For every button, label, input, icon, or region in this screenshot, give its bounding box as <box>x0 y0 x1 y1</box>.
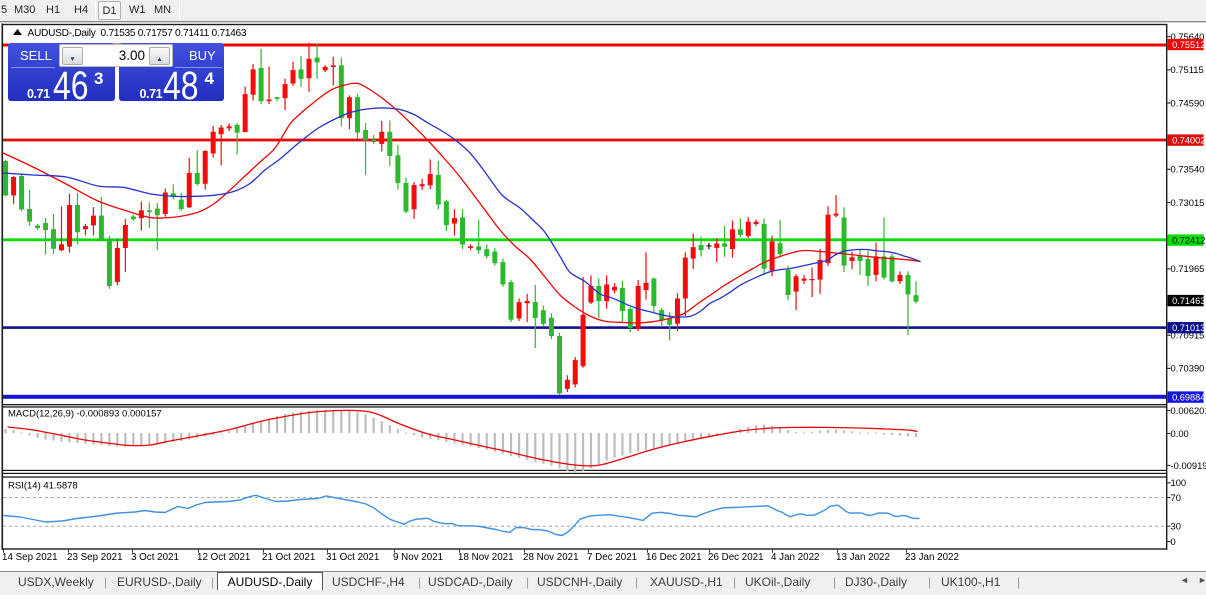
svg-text:-0.00919: -0.00919 <box>1171 460 1206 471</box>
svg-text:0.74590: 0.74590 <box>1171 97 1205 108</box>
svg-text:0.71463: 0.71463 <box>1172 296 1205 306</box>
svg-text:13 Jan 2022: 13 Jan 2022 <box>836 552 890 563</box>
svg-text:0.71965: 0.71965 <box>1171 263 1205 274</box>
svg-text:21 Oct 2021: 21 Oct 2021 <box>262 552 315 563</box>
svg-text:100: 100 <box>1171 477 1187 488</box>
svg-text:16 Dec 2021: 16 Dec 2021 <box>646 552 702 563</box>
svg-text:4 Jan 2022: 4 Jan 2022 <box>771 552 819 563</box>
svg-text:28 Nov 2021: 28 Nov 2021 <box>523 552 579 563</box>
svg-text:23 Jan 2022: 23 Jan 2022 <box>905 552 959 563</box>
svg-text:0.75115: 0.75115 <box>1171 64 1204 75</box>
svg-text:0.73540: 0.73540 <box>1171 164 1205 175</box>
svg-text:14 Sep 2021: 14 Sep 2021 <box>2 552 58 563</box>
svg-text:AUDUSD-,Daily 0.71535 0.71757: AUDUSD-,Daily 0.71535 0.71757 0.71411 0.… <box>28 28 247 39</box>
svg-text:0.75512: 0.75512 <box>1172 40 1205 50</box>
svg-text:23 Sep 2021: 23 Sep 2021 <box>67 552 123 563</box>
svg-text:70: 70 <box>1171 492 1181 503</box>
svg-text:0: 0 <box>1171 536 1176 547</box>
svg-text:0.72412: 0.72412 <box>1172 235 1205 245</box>
svg-text:12 Oct 2021: 12 Oct 2021 <box>197 552 250 563</box>
svg-text:0.70390: 0.70390 <box>1171 363 1205 374</box>
svg-text:7 Dec 2021: 7 Dec 2021 <box>587 552 637 563</box>
svg-text:0.71013: 0.71013 <box>1172 323 1205 333</box>
svg-text:26 Dec 2021: 26 Dec 2021 <box>708 552 764 563</box>
svg-text:31 Oct 2021: 31 Oct 2021 <box>326 552 379 563</box>
svg-text:3 Oct 2021: 3 Oct 2021 <box>131 552 179 563</box>
svg-text:30: 30 <box>1171 521 1181 532</box>
svg-text:9 Nov 2021: 9 Nov 2021 <box>393 552 443 563</box>
svg-text:0.69884: 0.69884 <box>1172 392 1205 402</box>
svg-text:0.74002: 0.74002 <box>1172 135 1205 145</box>
svg-text:0.006201: 0.006201 <box>1171 405 1206 416</box>
svg-text:MACD(12,26,9) -0.000893 0.0001: MACD(12,26,9) -0.000893 0.000157 <box>8 409 162 420</box>
svg-text:0.00: 0.00 <box>1171 428 1189 439</box>
svg-text:0.73015: 0.73015 <box>1171 197 1205 208</box>
svg-text:18 Nov 2021: 18 Nov 2021 <box>458 552 514 563</box>
svg-text:RSI(14) 41.5878: RSI(14) 41.5878 <box>8 481 78 492</box>
